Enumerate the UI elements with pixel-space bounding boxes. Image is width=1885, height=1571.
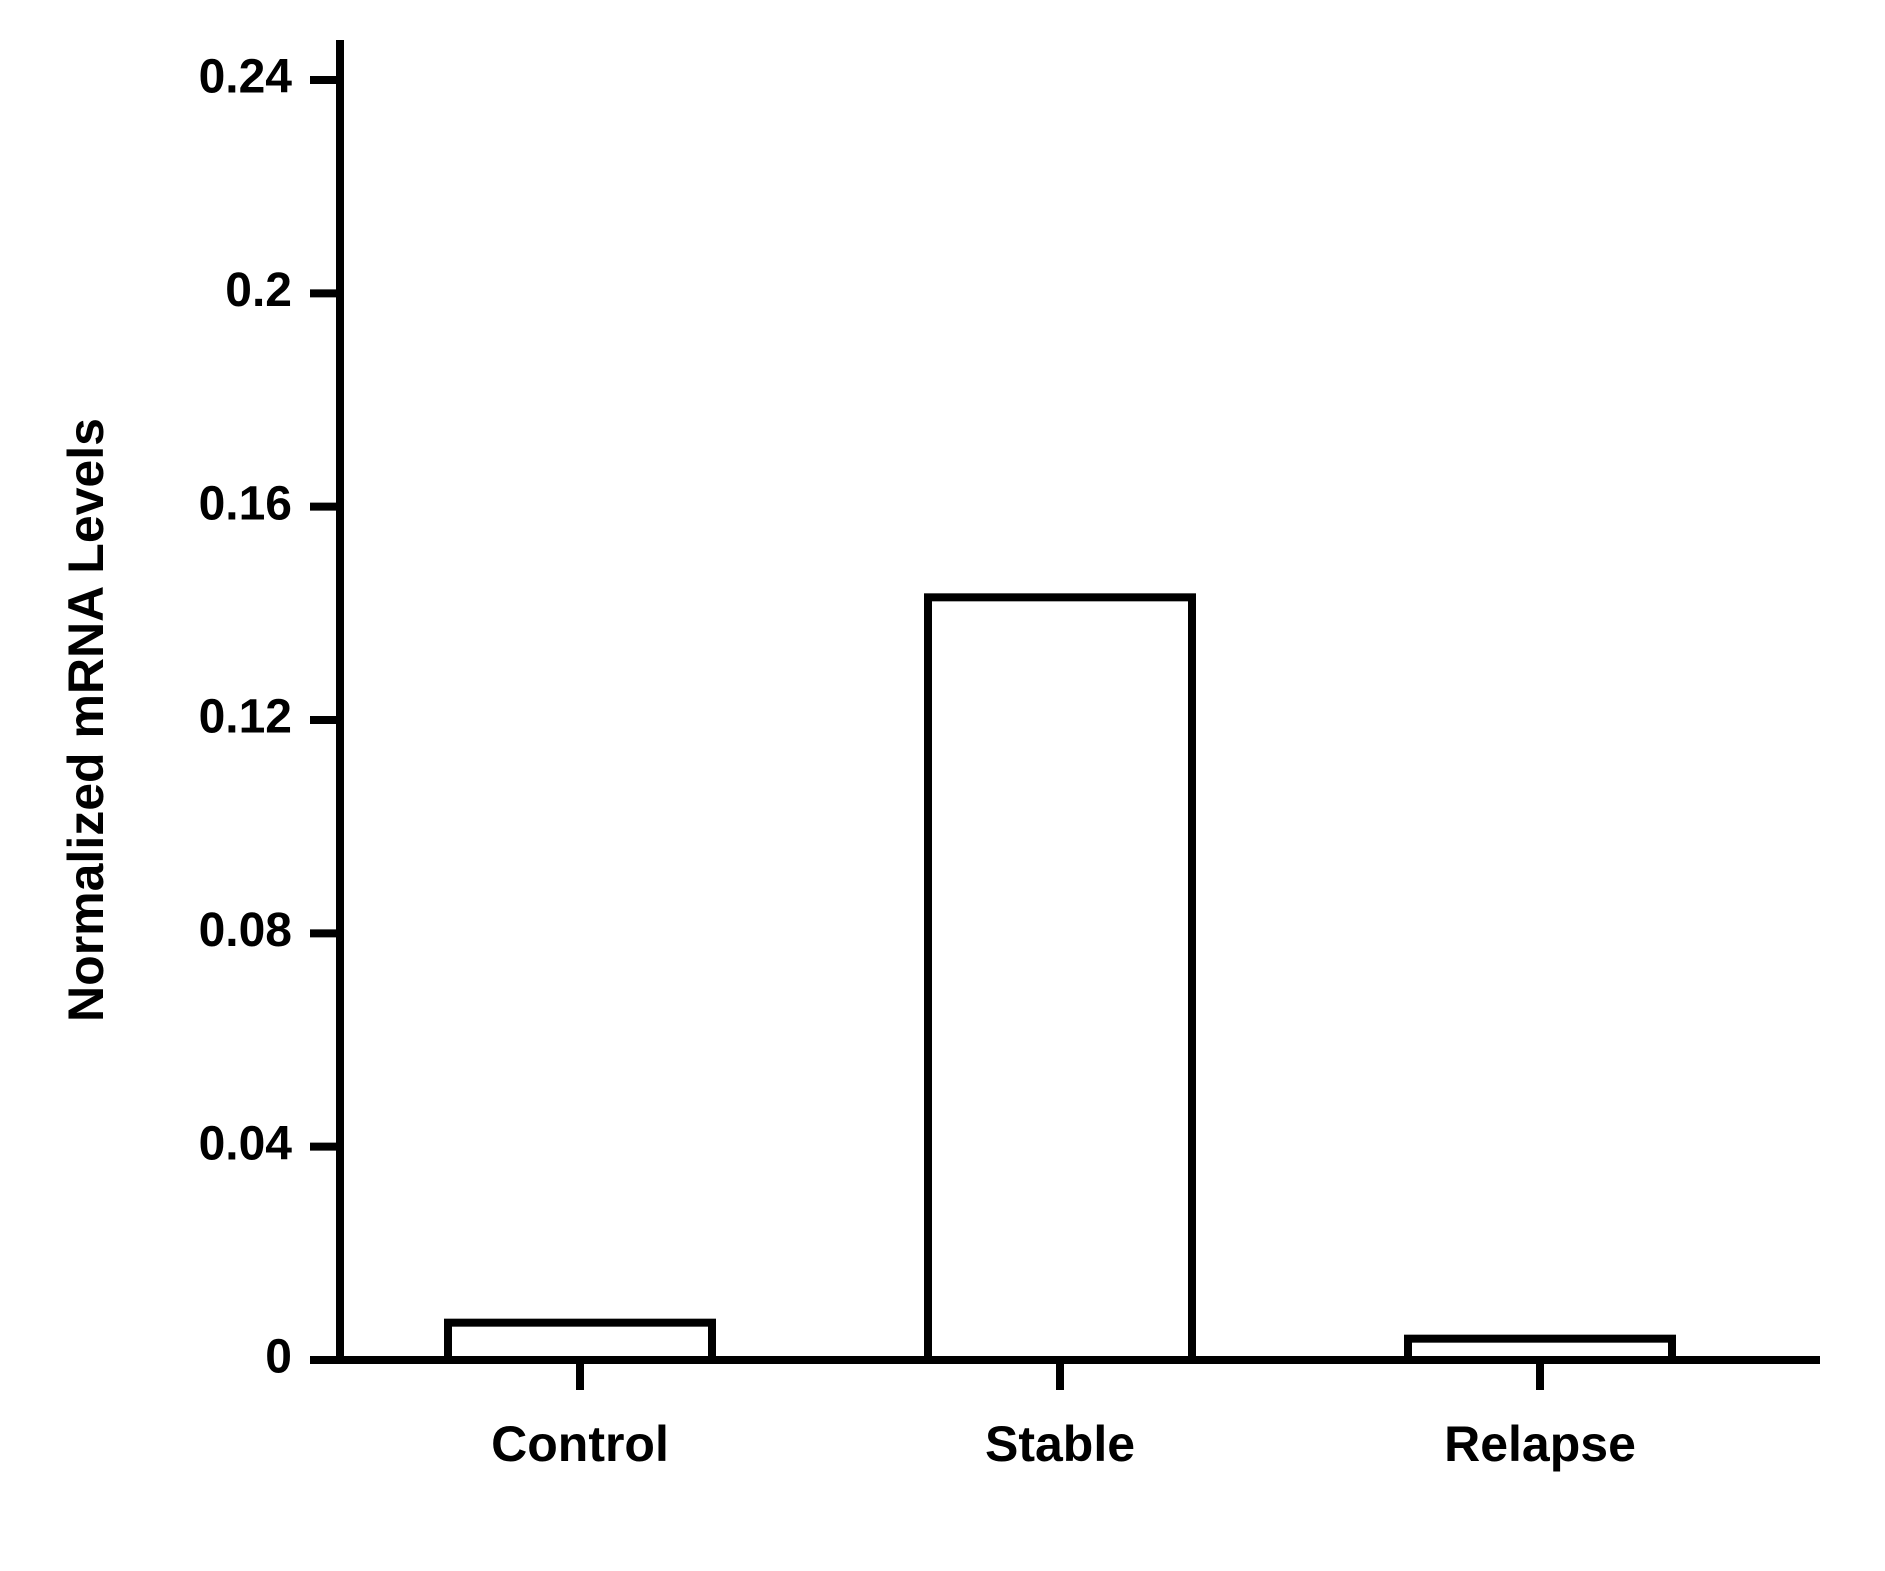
bar xyxy=(1408,1339,1672,1360)
bar xyxy=(928,597,1192,1360)
y-tick-label: 0.16 xyxy=(199,477,292,530)
y-tick-label: 0.08 xyxy=(199,904,292,957)
y-tick-label: 0.2 xyxy=(225,264,292,317)
x-category-label: Stable xyxy=(985,1416,1135,1472)
y-axis-label: Normalized mRNA Levels xyxy=(58,418,114,1022)
y-tick-label: 0.24 xyxy=(199,51,293,104)
y-tick-label: 0.12 xyxy=(199,691,292,744)
chart-svg: 0 0.04 0.08 0.12 0.16 0.2 0.24 Control Stable Rel… xyxy=(0,0,1885,1571)
y-tick-label: 0 xyxy=(265,1331,292,1384)
y-tick-label: 0.04 xyxy=(199,1117,293,1170)
bar xyxy=(448,1323,712,1360)
x-category-label: Control xyxy=(491,1416,669,1472)
x-category-label: Relapse xyxy=(1444,1416,1636,1472)
bar-chart: 0 0.04 0.08 0.12 0.16 0.2 0.24 Control Stable Rel… xyxy=(0,0,1885,1571)
